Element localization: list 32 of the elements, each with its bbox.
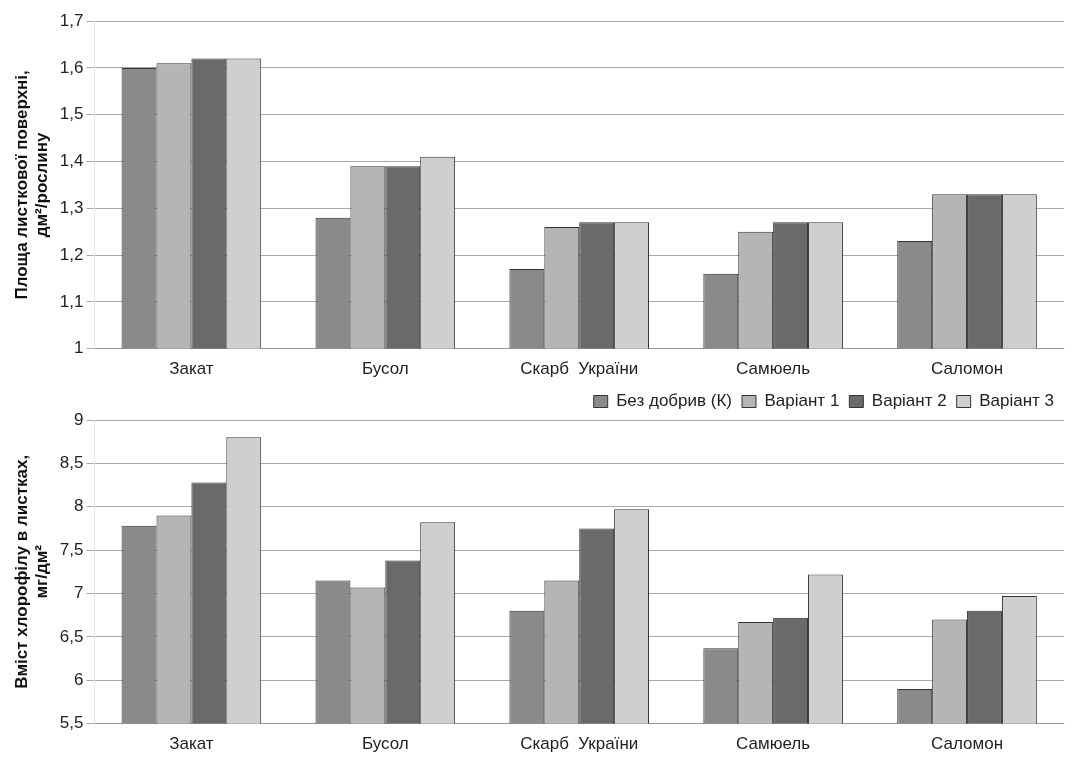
x-tick-label: Скарб України	[520, 359, 639, 379]
x-tick-label: Бусол	[361, 359, 409, 379]
y-tick-label: 1,1	[59, 291, 84, 311]
y-tick-label: 5,5	[59, 713, 84, 733]
y-tick-label: 8,5	[59, 453, 84, 473]
legend-label: Варіант 1	[764, 391, 840, 411]
y-tick-label: 9	[73, 409, 84, 429]
y-tick-label: 1,3	[59, 197, 84, 217]
y-tick-label: 7,5	[59, 539, 84, 559]
x-tick-label: Закат	[169, 359, 214, 379]
y-axis-title: Вміст хлорофілу в листках, мг/дм²	[11, 454, 52, 689]
x-tick-label: Самюель	[736, 359, 811, 379]
x-tick-label: Самюель	[736, 734, 811, 754]
y-tick-label: 1,4	[59, 151, 84, 171]
y-tick-label: 1,2	[59, 244, 84, 264]
y-tick-label: 6	[73, 669, 84, 689]
x-tick-label: Саломон	[931, 359, 1004, 379]
legend-label: Варіант 3	[979, 391, 1055, 411]
x-tick-label: Закат	[169, 734, 214, 754]
y-tick-label: 6,5	[59, 626, 84, 646]
y-tick-label: 8	[73, 496, 84, 516]
x-tick-label: Бусол	[361, 734, 409, 754]
y-axis-title: Площа листкової поверхні, дм²/рослину	[11, 70, 52, 300]
y-tick-label: 1	[73, 338, 84, 358]
legend-label: Варіант 2	[871, 391, 947, 411]
x-tick-label: Саломон	[931, 734, 1004, 754]
legend-label: Без добрив (К)	[616, 391, 733, 411]
x-tick-label: Скарб України	[520, 734, 639, 754]
y-tick-label: 1,6	[59, 57, 84, 77]
y-tick-label: 1,5	[59, 104, 84, 124]
y-tick-label: 1,7	[59, 10, 84, 30]
y-tick-label: 7	[73, 583, 84, 603]
